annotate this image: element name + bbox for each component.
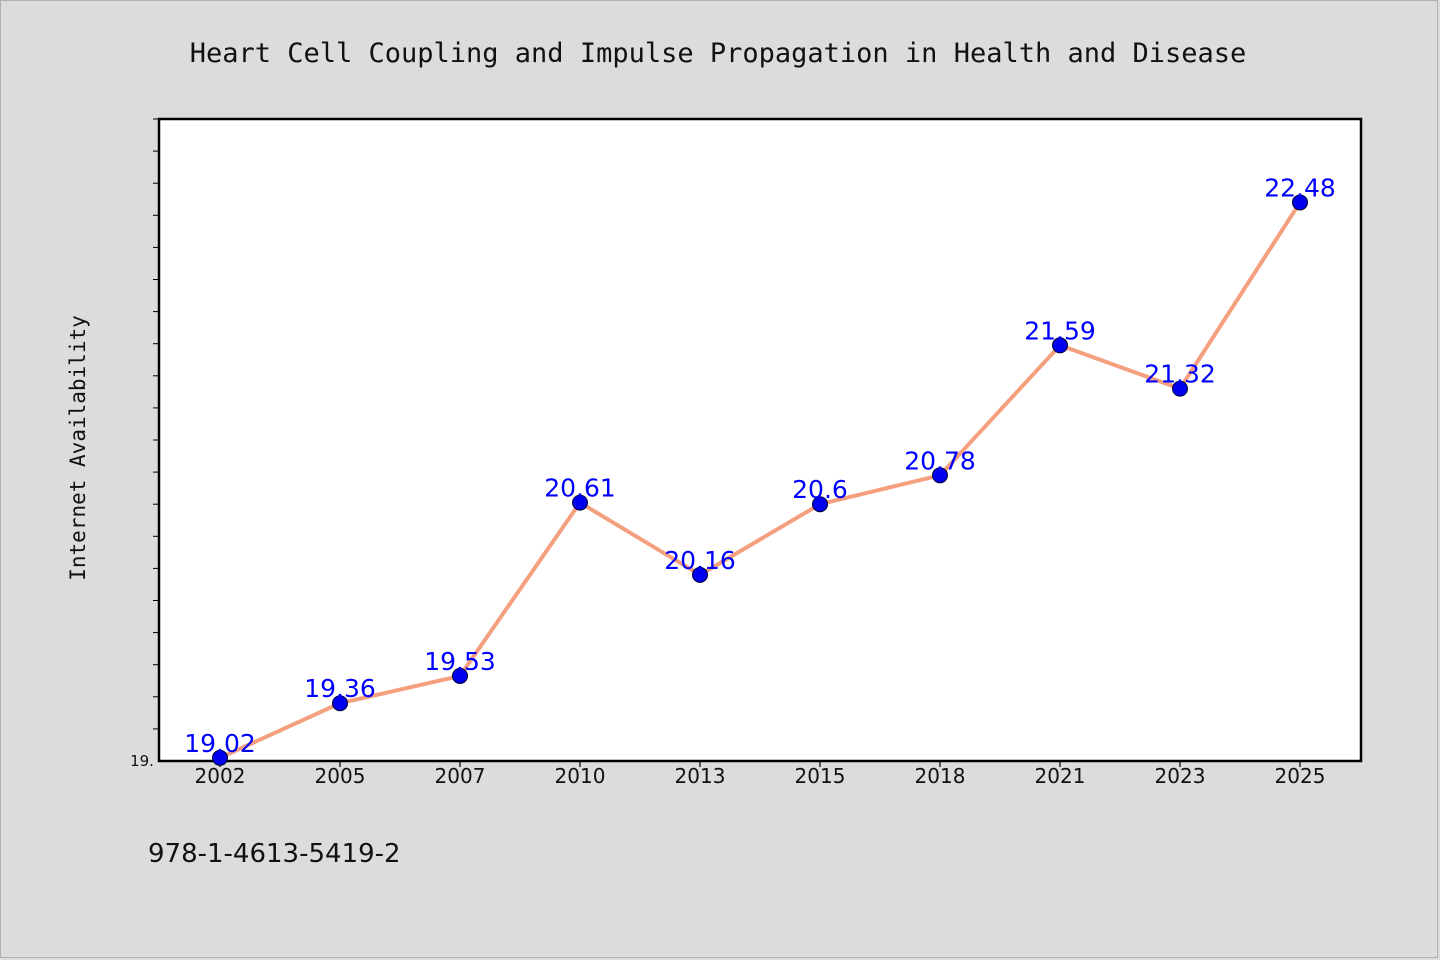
x-tick-label: 2023 (1155, 764, 1206, 788)
x-axis-ticks: 2002 2005 2007 2010 2013 2015 2018 2021 2023 2025 (195, 761, 1326, 788)
data-point (212, 749, 228, 766)
data-label: 20.78 (904, 446, 976, 475)
data-label: 21.32 (1144, 360, 1216, 389)
data-point (452, 667, 468, 684)
data-point (1292, 194, 1308, 211)
x-tick-label: 2010 (555, 764, 606, 788)
data-label: 22.48 (1264, 173, 1336, 202)
y-axis-ticks (153, 118, 159, 730)
data-label: 19.02 (184, 729, 256, 758)
data-point (1052, 337, 1068, 354)
x-tick-label: 2025 (1275, 764, 1326, 788)
data-label: 20.6 (792, 475, 848, 504)
x-tick-label: 2013 (675, 764, 726, 788)
y-axis-label: Internet Availability (66, 315, 90, 581)
data-point (812, 496, 828, 513)
x-tick-label: 2002 (195, 764, 246, 788)
data-point (692, 566, 708, 583)
chart-title: Heart Cell Coupling and Impulse Propagat… (190, 38, 1247, 69)
data-point (932, 467, 948, 484)
data-label: 19.53 (424, 647, 496, 676)
data-label: 20.61 (544, 474, 616, 503)
data-point (332, 695, 348, 712)
data-point (572, 494, 588, 511)
x-tick-label: 2005 (315, 764, 366, 788)
plot-area (157, 117, 1363, 763)
y-tick-label: 19. (130, 752, 154, 770)
x-tick-label: 2015 (795, 764, 846, 788)
footer-note: 978-1-4613-5419-2 (148, 839, 401, 869)
series-line (219, 201, 1302, 760)
data-label: 19.36 (304, 674, 376, 703)
data-label: 21.59 (1024, 316, 1096, 345)
data-label: 20.16 (664, 546, 736, 575)
data-point (1172, 380, 1188, 397)
x-tick-label: 2018 (915, 764, 966, 788)
x-tick-label: 2007 (435, 764, 486, 788)
series-group: 19.02 19.36 19.53 20.61 20.16 20.6 20.78 21.59 2… (184, 173, 1336, 766)
x-tick-label: 2021 (1035, 764, 1086, 788)
